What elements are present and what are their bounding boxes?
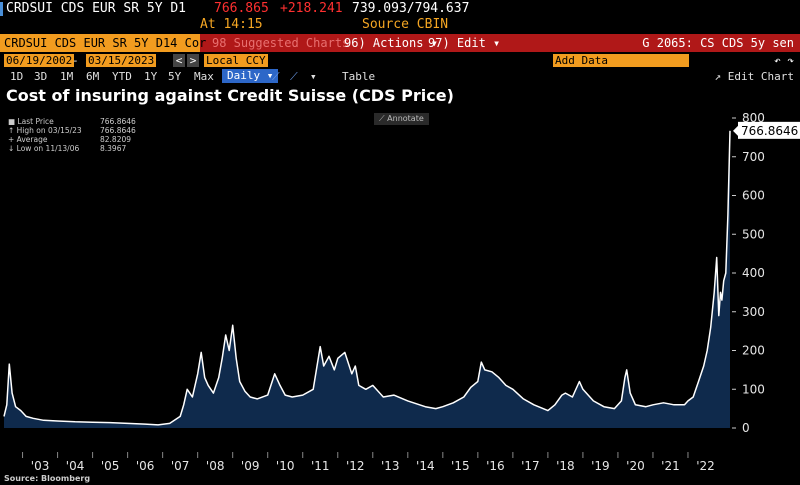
period-5y[interactable]: 5Y: [168, 70, 182, 83]
y-tick-label: 800: [742, 111, 765, 125]
chart-type-icon[interactable]: ⟋: [272, 70, 280, 83]
next-period-button[interactable]: >: [187, 54, 199, 67]
y-tick-label: 600: [742, 189, 765, 203]
cds-area-fill: [4, 130, 730, 429]
last-value-pointer: [733, 125, 738, 136]
x-tick-label: '11: [311, 459, 330, 473]
period-ytd[interactable]: YTD: [112, 70, 132, 83]
x-tick-label: '21: [661, 459, 680, 473]
y-tick-label: 300: [742, 305, 765, 319]
end-date-input[interactable]: 03/15/2023: [86, 54, 157, 67]
y-tick-label: 700: [742, 150, 765, 164]
x-axis: '03 '04 '05 '06 '07 '08 '09 '10 '11 '12 '13 '14 '15 '…: [22, 452, 715, 473]
quote-source: Source CBIN: [362, 17, 449, 32]
legend-last: ■ Last Price 766.8646: [8, 117, 136, 126]
x-tick-label: '17: [521, 459, 540, 473]
date-controls: 06/19/2002 - 03/15/2023 < > Local CCY Ad…: [0, 54, 800, 68]
function-label: G 2065: CS CDS 5y sen: [642, 36, 794, 50]
last-price: 766.865: [214, 1, 269, 16]
last-value-marker: 766.8646: [733, 121, 800, 139]
legend-average: + Average 82.8209: [8, 135, 132, 144]
chart-style-chevron-icon[interactable]: ▾: [310, 70, 317, 83]
x-tick-label: '04: [66, 459, 85, 473]
price-change: +218.241: [280, 1, 343, 16]
chart-style-icon[interactable]: ⟋: [290, 70, 298, 83]
menu-bar: CRDSUI CDS EUR SR 5Y D14 Cor 98 Suggeste…: [0, 34, 800, 52]
y-axis: 0 100 200 300 400 500 600 700 800: [732, 111, 765, 435]
x-tick-label: '05: [101, 459, 120, 473]
x-tick-label: '22: [696, 459, 715, 473]
x-tick-label: '15: [451, 459, 470, 473]
chart-title: Cost of insuring against Credit Suisse (…: [6, 86, 454, 105]
edit-chart-button[interactable]: ↗ Edit Chart: [714, 70, 794, 83]
last-value-label: 766.8646: [741, 124, 798, 138]
suggested-charts-button[interactable]: 98 Suggested Charts: [212, 36, 350, 50]
table-button[interactable]: Table: [342, 70, 376, 83]
frequency-select[interactable]: Daily ▾: [222, 69, 279, 83]
bid-ask-range: 739.093/794.637: [352, 1, 470, 16]
period-toolbar: 1D 3D 1M 6M YTD 1Y 5Y Max Daily ▾ ⟋ ⟋ ▾ …: [0, 68, 800, 84]
x-tick-label: '14: [416, 459, 435, 473]
x-tick-label: '19: [591, 459, 610, 473]
ticker-marker: [0, 2, 3, 16]
x-tick-label: '06: [136, 459, 155, 473]
source-footer: Source: Bloomberg: [4, 474, 91, 483]
chart-legend: ■ Last Price 766.8646 ↑ High on 03/15/23 7…: [8, 117, 136, 153]
x-tick-label: '18: [556, 459, 575, 473]
annotate-button[interactable]: ⟋ Annotate: [374, 113, 429, 125]
x-tick-label: '10: [276, 459, 295, 473]
x-tick-label: '08: [206, 459, 225, 473]
security-header: CRDSUI CDS EUR SR 5Y D1 766.865 +218.241…: [0, 0, 800, 34]
date-separator: -: [72, 54, 79, 67]
edit-menu[interactable]: 97) Edit ▾: [428, 36, 501, 50]
x-tick-label: '13: [381, 459, 400, 473]
x-tick-label: '09: [241, 459, 260, 473]
period-1d[interactable]: 1D: [10, 70, 24, 83]
cds-line: [3, 130, 731, 426]
actions-menu[interactable]: 96) Actions ▾: [344, 36, 438, 50]
start-date-input[interactable]: 06/19/2002: [4, 54, 75, 67]
period-max[interactable]: Max: [194, 70, 214, 83]
y-tick-label: 400: [742, 266, 765, 280]
period-3d[interactable]: 3D: [34, 70, 48, 83]
ticker-input[interactable]: CRDSUI CDS EUR SR 5Y D14 Cor: [0, 34, 206, 52]
plot-area: [3, 130, 731, 429]
x-tick-label: '12: [346, 459, 365, 473]
period-1y[interactable]: 1Y: [144, 70, 158, 83]
quote-time: At 14:15: [200, 17, 263, 32]
undo-redo-buttons[interactable]: ↶ ↷: [774, 54, 794, 67]
legend-low: ↓ Low on 11/13/06 8.3967: [8, 144, 127, 153]
period-6m[interactable]: 6M: [86, 70, 100, 83]
period-1m[interactable]: 1M: [60, 70, 74, 83]
x-tick-label: '03: [31, 459, 50, 473]
y-tick-label: 200: [742, 344, 765, 358]
ticker-label[interactable]: CRDSUI CDS EUR SR 5Y D1: [6, 1, 187, 16]
currency-select[interactable]: Local CCY: [204, 54, 268, 67]
x-tick-label: '07: [171, 459, 190, 473]
add-data-input[interactable]: Add Data: [553, 54, 689, 67]
prev-period-button[interactable]: <: [173, 54, 185, 67]
last-value-box: [738, 121, 800, 139]
x-tick-label: '16: [486, 459, 505, 473]
y-tick-label: 0: [742, 421, 750, 435]
y-tick-label: 100: [742, 382, 765, 396]
legend-high: ↑ High on 03/15/23 766.8646: [8, 126, 136, 135]
x-tick-label: '20: [626, 459, 645, 473]
y-tick-label: 500: [742, 227, 765, 241]
